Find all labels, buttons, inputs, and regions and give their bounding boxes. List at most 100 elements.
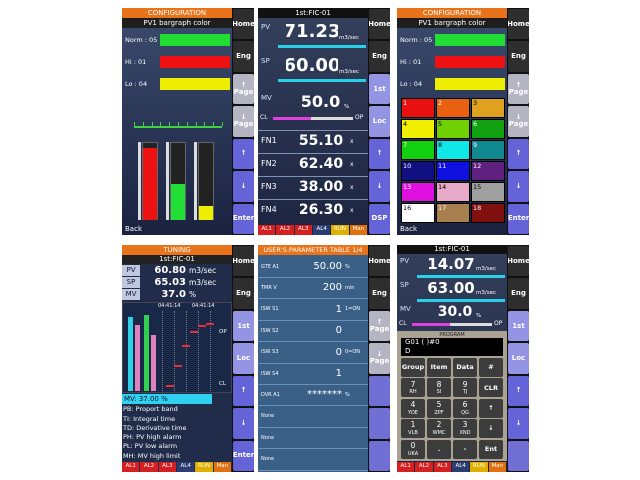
key[interactable]: 7 RH [401, 378, 425, 398]
palette-cell[interactable]: 5 [436, 119, 470, 139]
side-button[interactable]: Home [233, 246, 254, 277]
row-label: Norm : 05 [400, 35, 433, 44]
param-item[interactable]: TI: Integral time [123, 414, 176, 423]
palette-cell[interactable]: 3 [471, 98, 505, 118]
side-button[interactable]: Home [508, 9, 529, 40]
selected-param[interactable]: MV: 37.00 % [122, 394, 212, 404]
key[interactable]: . [427, 439, 451, 459]
side-button[interactable]: ↑ [233, 138, 254, 170]
side-button[interactable] [369, 375, 390, 407]
palette-cell[interactable]: 6 [471, 119, 505, 139]
side-button[interactable] [508, 440, 529, 471]
side-button[interactable]: Eng [508, 41, 529, 72]
side-button[interactable] [369, 440, 390, 471]
key[interactable]: 4 YOE [401, 398, 425, 418]
side-button[interactable]: DSP [369, 203, 390, 234]
param-item[interactable]: TD: Derivative time [123, 423, 187, 432]
side-button[interactable]: ↓ [369, 171, 390, 202]
palette-cell[interactable]: 1 [401, 98, 435, 118]
back-label[interactable]: Back [400, 224, 417, 233]
side-button[interactable]: Loc [508, 343, 529, 374]
side-button[interactable]: ↓ Page [508, 106, 529, 137]
palette-cell[interactable]: 7 [401, 140, 435, 160]
param-value[interactable]: 200 [322, 282, 342, 294]
scale-tick [142, 122, 144, 126]
side-button[interactable]: ↓ Page [369, 343, 390, 374]
side-button[interactable]: ↓ [508, 408, 529, 439]
side-button[interactable]: ↑ [508, 375, 529, 407]
side-button[interactable]: Enter [233, 440, 254, 471]
back-label[interactable]: Back [125, 224, 142, 233]
key[interactable]: 8 SI [427, 378, 451, 398]
alarm-lamp: AL2 [140, 462, 158, 472]
key[interactable]: ↑ [479, 398, 503, 418]
side-button[interactable]: ↑ [233, 375, 254, 407]
palette-cell[interactable]: 17 [436, 203, 470, 223]
palette-cell[interactable]: 18 [471, 203, 505, 223]
key[interactable]: Data [453, 358, 477, 377]
param-item[interactable]: PL: PV low alarm [123, 442, 178, 451]
palette-cell[interactable]: 11 [436, 161, 470, 181]
side-button[interactable]: 1st [233, 310, 254, 342]
param-item[interactable]: PB: Proport band [123, 405, 178, 414]
side-button[interactable]: Enter [508, 203, 529, 234]
key[interactable]: Group [401, 358, 425, 377]
side-button[interactable]: ↑ Page [233, 73, 254, 105]
side-button[interactable]: ↑ [369, 138, 390, 170]
param-value[interactable]: 0 [335, 325, 342, 337]
param-value[interactable]: 1 [335, 303, 342, 315]
key[interactable]: ↓ [479, 419, 503, 439]
key[interactable]: 0 UKA [401, 439, 425, 459]
key[interactable]: 1 VLB [401, 419, 425, 439]
param-name: ISW S2 [261, 327, 279, 334]
key[interactable]: 3 XND [453, 419, 477, 439]
palette-cell[interactable]: 10 [401, 161, 435, 181]
key[interactable]: 6 QG [453, 398, 477, 418]
key[interactable]: 2 WMC [427, 419, 451, 439]
side-button[interactable]: Home [369, 246, 390, 277]
key[interactable]: CLR [479, 378, 503, 398]
param-value[interactable]: ******* [307, 389, 342, 401]
param-item[interactable]: MH: MV high limit [123, 451, 181, 460]
side-button[interactable]: Home [369, 9, 390, 40]
side-button[interactable]: Eng [369, 41, 390, 72]
side-button[interactable]: Home [508, 246, 529, 277]
palette-cell[interactable]: 14 [436, 182, 470, 202]
side-button[interactable]: ↑ Page [369, 310, 390, 342]
side-button[interactable]: Loc [233, 343, 254, 374]
side-button[interactable]: Enter [233, 203, 254, 234]
side-button[interactable]: ↓ [508, 171, 529, 202]
side-button[interactable] [369, 408, 390, 439]
side-button[interactable]: Loc [369, 106, 390, 137]
key[interactable]: Item [427, 358, 451, 377]
param-item[interactable]: PH: PV high alarm [123, 433, 182, 442]
side-button[interactable]: Eng [508, 278, 529, 309]
param-value[interactable]: 1 [335, 368, 342, 379]
palette-cell[interactable]: 16 [401, 203, 435, 223]
side-button[interactable]: ↓ Page [233, 106, 254, 137]
side-button[interactable]: ↑ Page [508, 73, 529, 105]
key[interactable]: Ent [479, 439, 503, 459]
side-button[interactable]: Home [233, 9, 254, 40]
side-button[interactable]: Eng [369, 278, 390, 309]
key[interactable]: - [453, 439, 477, 459]
palette-cell[interactable]: 4 [401, 119, 435, 139]
key[interactable]: 5 ZPF [427, 398, 451, 418]
palette-cell[interactable]: 15 [471, 182, 505, 202]
palette-cell[interactable]: 8 [436, 140, 470, 160]
key[interactable]: 9 TJ [453, 378, 477, 398]
param-value[interactable]: 50.00 [313, 261, 342, 272]
side-button[interactable]: 1st [369, 73, 390, 105]
side-button[interactable]: ↓ [233, 171, 254, 202]
key[interactable]: # [479, 358, 503, 377]
param-value[interactable]: 0 [335, 346, 342, 358]
side-button[interactable]: Eng [233, 41, 254, 72]
palette-cell[interactable]: 2 [436, 98, 470, 118]
side-button[interactable]: 1st [508, 310, 529, 342]
side-button[interactable]: ↑ [508, 138, 529, 170]
palette-cell[interactable]: 9 [471, 140, 505, 160]
palette-cell[interactable]: 12 [471, 161, 505, 181]
palette-cell[interactable]: 13 [401, 182, 435, 202]
side-button[interactable]: ↓ [233, 408, 254, 439]
side-button[interactable]: Eng [233, 278, 254, 309]
